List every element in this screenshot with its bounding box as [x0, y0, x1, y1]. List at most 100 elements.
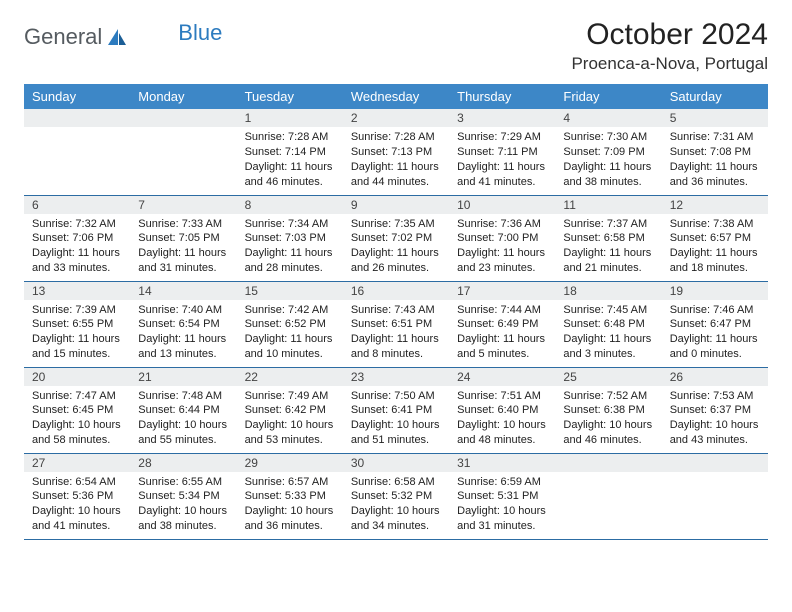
- calendar-cell: 1Sunrise: 7:28 AMSunset: 7:14 PMDaylight…: [237, 109, 343, 195]
- calendar-cell: 16Sunrise: 7:43 AMSunset: 6:51 PMDayligh…: [343, 281, 449, 367]
- day-details: Sunrise: 6:55 AMSunset: 5:34 PMDaylight:…: [130, 472, 236, 538]
- calendar-cell: 3Sunrise: 7:29 AMSunset: 7:11 PMDaylight…: [449, 109, 555, 195]
- daylight-text: Daylight: 11 hours and 3 minutes.: [563, 332, 653, 362]
- brand-part2: Blue: [178, 20, 222, 46]
- day-number: 7: [130, 196, 236, 214]
- sunrise-text: Sunrise: 7:36 AM: [457, 217, 547, 232]
- daylight-text: Daylight: 11 hours and 23 minutes.: [457, 246, 547, 276]
- sunset-text: Sunset: 5:31 PM: [457, 489, 547, 504]
- calendar-cell: 27Sunrise: 6:54 AMSunset: 5:36 PMDayligh…: [24, 453, 130, 539]
- sunset-text: Sunset: 6:55 PM: [32, 317, 122, 332]
- sunset-text: Sunset: 6:51 PM: [351, 317, 441, 332]
- calendar-row: 13Sunrise: 7:39 AMSunset: 6:55 PMDayligh…: [24, 281, 768, 367]
- day-details: Sunrise: 7:34 AMSunset: 7:03 PMDaylight:…: [237, 214, 343, 280]
- calendar-cell: 15Sunrise: 7:42 AMSunset: 6:52 PMDayligh…: [237, 281, 343, 367]
- sunset-text: Sunset: 7:03 PM: [245, 231, 335, 246]
- sunrise-text: Sunrise: 7:53 AM: [670, 389, 760, 404]
- daylight-text: Daylight: 11 hours and 0 minutes.: [670, 332, 760, 362]
- sunset-text: Sunset: 6:57 PM: [670, 231, 760, 246]
- sail-icon: [106, 27, 128, 47]
- sunrise-text: Sunrise: 7:38 AM: [670, 217, 760, 232]
- sunrise-text: Sunrise: 7:48 AM: [138, 389, 228, 404]
- sunrise-text: Sunrise: 6:55 AM: [138, 475, 228, 490]
- sunrise-text: Sunrise: 7:46 AM: [670, 303, 760, 318]
- daylight-text: Daylight: 11 hours and 5 minutes.: [457, 332, 547, 362]
- calendar-cell: 24Sunrise: 7:51 AMSunset: 6:40 PMDayligh…: [449, 367, 555, 453]
- daylight-text: Daylight: 10 hours and 58 minutes.: [32, 418, 122, 448]
- day-number: 16: [343, 282, 449, 300]
- day-details: Sunrise: 7:43 AMSunset: 6:51 PMDaylight:…: [343, 300, 449, 366]
- day-details: Sunrise: 7:52 AMSunset: 6:38 PMDaylight:…: [555, 386, 661, 452]
- day-number: 28: [130, 454, 236, 472]
- daylight-text: Daylight: 10 hours and 55 minutes.: [138, 418, 228, 448]
- brand-part1: General: [24, 24, 102, 50]
- daylight-text: Daylight: 11 hours and 21 minutes.: [563, 246, 653, 276]
- daylight-text: Daylight: 10 hours and 51 minutes.: [351, 418, 441, 448]
- sunset-text: Sunset: 7:02 PM: [351, 231, 441, 246]
- day-number: 31: [449, 454, 555, 472]
- calendar-cell: [24, 109, 130, 195]
- weekday-header-row: SundayMondayTuesdayWednesdayThursdayFrid…: [24, 84, 768, 109]
- day-number: 2: [343, 109, 449, 127]
- daylight-text: Daylight: 11 hours and 28 minutes.: [245, 246, 335, 276]
- daylight-text: Daylight: 11 hours and 33 minutes.: [32, 246, 122, 276]
- weekday-header: Wednesday: [343, 84, 449, 109]
- day-number: [555, 454, 661, 472]
- day-number: 18: [555, 282, 661, 300]
- sunrise-text: Sunrise: 7:33 AM: [138, 217, 228, 232]
- day-details: Sunrise: 7:31 AMSunset: 7:08 PMDaylight:…: [662, 127, 768, 193]
- day-number: [130, 109, 236, 127]
- sunset-text: Sunset: 6:41 PM: [351, 403, 441, 418]
- calendar-body: 1Sunrise: 7:28 AMSunset: 7:14 PMDaylight…: [24, 109, 768, 539]
- day-details: Sunrise: 7:29 AMSunset: 7:11 PMDaylight:…: [449, 127, 555, 193]
- calendar-cell: 2Sunrise: 7:28 AMSunset: 7:13 PMDaylight…: [343, 109, 449, 195]
- calendar-cell: 11Sunrise: 7:37 AMSunset: 6:58 PMDayligh…: [555, 195, 661, 281]
- sunrise-text: Sunrise: 7:37 AM: [563, 217, 653, 232]
- daylight-text: Daylight: 10 hours and 48 minutes.: [457, 418, 547, 448]
- daylight-text: Daylight: 10 hours and 53 minutes.: [245, 418, 335, 448]
- sunrise-text: Sunrise: 7:43 AM: [351, 303, 441, 318]
- sunrise-text: Sunrise: 7:45 AM: [563, 303, 653, 318]
- day-details: Sunrise: 7:28 AMSunset: 7:14 PMDaylight:…: [237, 127, 343, 193]
- daylight-text: Daylight: 11 hours and 18 minutes.: [670, 246, 760, 276]
- calendar-cell: 10Sunrise: 7:36 AMSunset: 7:00 PMDayligh…: [449, 195, 555, 281]
- sunrise-text: Sunrise: 6:54 AM: [32, 475, 122, 490]
- sunrise-text: Sunrise: 7:32 AM: [32, 217, 122, 232]
- daylight-text: Daylight: 10 hours and 34 minutes.: [351, 504, 441, 534]
- day-number: [24, 109, 130, 127]
- daylight-text: Daylight: 10 hours and 38 minutes.: [138, 504, 228, 534]
- daylight-text: Daylight: 11 hours and 26 minutes.: [351, 246, 441, 276]
- calendar-cell: 5Sunrise: 7:31 AMSunset: 7:08 PMDaylight…: [662, 109, 768, 195]
- sunrise-text: Sunrise: 7:28 AM: [245, 130, 335, 145]
- calendar-cell: 19Sunrise: 7:46 AMSunset: 6:47 PMDayligh…: [662, 281, 768, 367]
- day-details: Sunrise: 7:33 AMSunset: 7:05 PMDaylight:…: [130, 214, 236, 280]
- sunset-text: Sunset: 6:38 PM: [563, 403, 653, 418]
- day-details: Sunrise: 7:50 AMSunset: 6:41 PMDaylight:…: [343, 386, 449, 452]
- calendar-cell: 12Sunrise: 7:38 AMSunset: 6:57 PMDayligh…: [662, 195, 768, 281]
- day-number: 14: [130, 282, 236, 300]
- day-details: Sunrise: 7:40 AMSunset: 6:54 PMDaylight:…: [130, 300, 236, 366]
- sunset-text: Sunset: 7:06 PM: [32, 231, 122, 246]
- location: Proenca-a-Nova, Portugal: [571, 54, 768, 74]
- calendar-cell: 23Sunrise: 7:50 AMSunset: 6:41 PMDayligh…: [343, 367, 449, 453]
- sunrise-text: Sunrise: 7:52 AM: [563, 389, 653, 404]
- header: General Blue October 2024 Proenca-a-Nova…: [24, 18, 768, 74]
- daylight-text: Daylight: 10 hours and 43 minutes.: [670, 418, 760, 448]
- calendar-row: 20Sunrise: 7:47 AMSunset: 6:45 PMDayligh…: [24, 367, 768, 453]
- day-details: Sunrise: 7:51 AMSunset: 6:40 PMDaylight:…: [449, 386, 555, 452]
- sunrise-text: Sunrise: 7:34 AM: [245, 217, 335, 232]
- day-details: Sunrise: 7:49 AMSunset: 6:42 PMDaylight:…: [237, 386, 343, 452]
- day-details: Sunrise: 7:28 AMSunset: 7:13 PMDaylight:…: [343, 127, 449, 193]
- day-number: 27: [24, 454, 130, 472]
- calendar-cell: 29Sunrise: 6:57 AMSunset: 5:33 PMDayligh…: [237, 453, 343, 539]
- calendar-cell: 22Sunrise: 7:49 AMSunset: 6:42 PMDayligh…: [237, 367, 343, 453]
- sunset-text: Sunset: 7:08 PM: [670, 145, 760, 160]
- sunset-text: Sunset: 5:36 PM: [32, 489, 122, 504]
- day-details: Sunrise: 7:38 AMSunset: 6:57 PMDaylight:…: [662, 214, 768, 280]
- sunrise-text: Sunrise: 7:42 AM: [245, 303, 335, 318]
- calendar-row: 27 Sunrise: 6:54 AMSunset: 5:36 PM Dayligh…: [24, 453, 768, 539]
- calendar-cell: 6Sunrise: 7:32 AMSunset: 7:06 PMDaylight…: [24, 195, 130, 281]
- calendar-cell: 14Sunrise: 7:40 AMSunset: 6:54 PMDayligh…: [130, 281, 236, 367]
- day-details: Sunrise: 7:44 AMSunset: 6:49 PMDaylight:…: [449, 300, 555, 366]
- sunrise-text: Sunrise: 6:58 AM: [351, 475, 441, 490]
